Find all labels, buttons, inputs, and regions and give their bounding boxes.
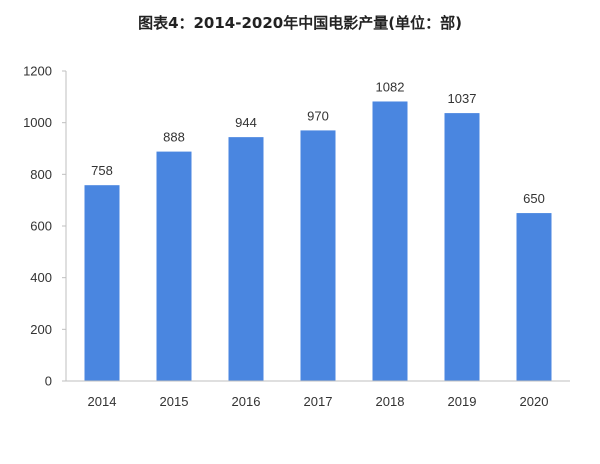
data-label-2015: 888 bbox=[163, 130, 185, 145]
data-label-2018: 1082 bbox=[376, 79, 405, 94]
data-label-2016: 944 bbox=[235, 115, 257, 130]
y-tick-label: 1200 bbox=[23, 64, 52, 79]
bar-2014 bbox=[84, 185, 120, 381]
bars bbox=[84, 101, 552, 381]
data-label-2017: 970 bbox=[307, 108, 329, 123]
y-tick-label: 200 bbox=[30, 322, 52, 337]
bar-2016 bbox=[228, 137, 264, 381]
x-tick-label-2014: 2014 bbox=[88, 394, 117, 409]
x-tick-label-2020: 2020 bbox=[520, 394, 549, 409]
data-label-2019: 1037 bbox=[448, 91, 477, 106]
data-labels: 758 888 944 970 1082 1037 650 bbox=[91, 79, 545, 206]
y-tick-label: 800 bbox=[30, 167, 52, 182]
chart-title: 图表4：2014-2020年中国电影产量(单位：部) bbox=[138, 14, 462, 32]
y-tick-label: 1000 bbox=[23, 115, 52, 130]
bar-2018 bbox=[372, 101, 408, 381]
x-axis: 2014 2015 2016 2017 2018 2019 2020 bbox=[66, 380, 570, 409]
bar-2019 bbox=[444, 113, 480, 381]
bar-2017 bbox=[300, 130, 336, 381]
y-tick-label: 0 bbox=[45, 374, 52, 389]
bar-2020 bbox=[516, 213, 552, 381]
data-label-2020: 650 bbox=[523, 191, 545, 206]
data-label-2014: 758 bbox=[91, 163, 113, 178]
x-tick-label-2016: 2016 bbox=[232, 394, 261, 409]
y-axis: 0 200 400 600 800 1000 1200 bbox=[23, 64, 67, 389]
x-tick-label-2015: 2015 bbox=[160, 394, 189, 409]
x-tick-label-2019: 2019 bbox=[448, 394, 477, 409]
y-tick-label: 400 bbox=[30, 270, 52, 285]
y-tick-label: 600 bbox=[30, 219, 52, 234]
bar-2015 bbox=[156, 151, 192, 381]
x-tick-label-2018: 2018 bbox=[376, 394, 405, 409]
x-tick-label-2017: 2017 bbox=[304, 394, 333, 409]
